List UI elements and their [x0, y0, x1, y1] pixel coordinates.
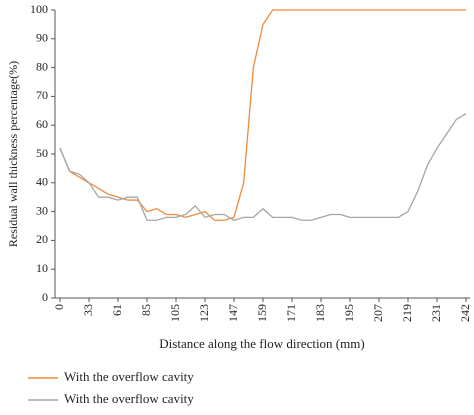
y-tick-label: 90: [36, 31, 48, 45]
x-tick-label: 61: [110, 304, 124, 316]
x-tick-label: 147: [226, 304, 240, 322]
x-tick-label: 123: [197, 304, 211, 322]
y-tick-label: 80: [36, 59, 48, 73]
x-axis-title: Distance along the flow direction (mm): [159, 336, 364, 351]
y-tick-label: 40: [36, 175, 48, 189]
x-tick-label: 207: [371, 304, 385, 322]
y-tick-label: 60: [36, 117, 48, 131]
y-axis-title: Residual wall thickness percentage(%): [6, 61, 20, 247]
x-tick-label: 183: [313, 304, 327, 322]
x-tick-label: 105: [168, 304, 182, 322]
legend-label: With the overflow cavity: [64, 391, 194, 406]
x-tick-label: 171: [284, 304, 298, 322]
x-tick-label: 219: [400, 304, 414, 322]
x-tick-label: 195: [342, 304, 356, 322]
x-tick-label: 242: [458, 304, 472, 322]
y-tick-label: 30: [36, 203, 48, 217]
y-tick-label: 10: [36, 261, 48, 275]
series-line: [59, 9, 466, 221]
y-tick-label: 100: [30, 2, 48, 16]
y-tick-label: 0: [42, 290, 48, 304]
series-line: [59, 113, 467, 221]
y-tick-label: 50: [36, 146, 48, 160]
x-tick-label: 159: [255, 304, 269, 322]
x-tick-label: 33: [81, 304, 95, 316]
x-tick-label: 231: [429, 304, 443, 322]
x-tick-label: 85: [139, 304, 153, 316]
legend-label: With the overflow cavity: [64, 369, 194, 384]
y-tick-label: 70: [36, 88, 48, 102]
y-tick-label: 20: [36, 232, 48, 246]
x-tick-label: 0: [52, 304, 66, 310]
